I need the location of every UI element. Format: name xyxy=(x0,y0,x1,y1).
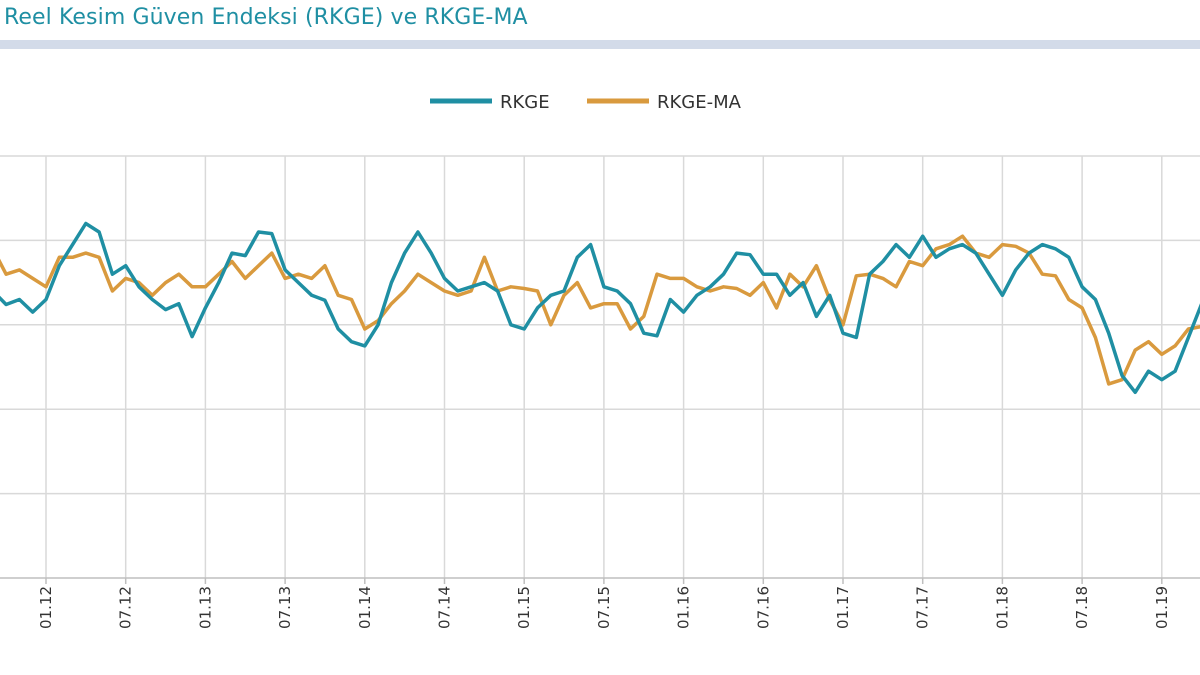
x-tick-label: 07.18 xyxy=(1073,586,1091,629)
series-line-rkge-ma xyxy=(0,234,1200,386)
x-tick-label: 07.15 xyxy=(595,586,613,629)
x-tick-label: 07.16 xyxy=(754,586,772,629)
x-tick-label: 01.14 xyxy=(356,586,374,629)
x-tick-label: 07.12 xyxy=(117,586,135,629)
series-lines xyxy=(0,221,1200,395)
x-tick-label: 01.19 xyxy=(1153,586,1171,629)
x-tick-label: 01.13 xyxy=(196,586,214,629)
x-tick-label: 01.18 xyxy=(993,586,1011,629)
x-axis: 01.12 07.12 01.13 07.13 01.14 07.14 01.15 07.15… xyxy=(0,577,1200,629)
x-tick-label: 01.12 xyxy=(37,586,55,629)
x-tick-label: 01.16 xyxy=(675,586,693,629)
grid xyxy=(0,155,1200,578)
x-tick-label: 07.14 xyxy=(436,586,454,629)
chart-title: Reel Kesim Güven Endeksi (RKGE) ve RKGE-… xyxy=(4,5,528,30)
x-tick-label: 07.13 xyxy=(276,586,294,629)
title-bar: Reel Kesim Güven Endeksi (RKGE) ve RKGE-… xyxy=(0,0,1200,40)
x-tick-label: 01.15 xyxy=(515,586,533,629)
title-divider xyxy=(0,40,1200,49)
legend-label-rkge-ma: RKGE-MA xyxy=(657,92,742,113)
x-tick-label: 01.17 xyxy=(834,586,852,629)
series-line-rkge xyxy=(0,221,1200,395)
legend: RKGE RKGE-MA xyxy=(430,92,742,113)
x-tick-label: 07.17 xyxy=(914,586,932,629)
legend-label-rkge: RKGE xyxy=(500,92,550,113)
